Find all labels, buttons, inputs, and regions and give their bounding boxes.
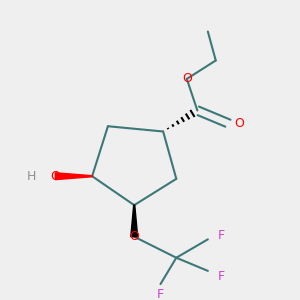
Text: F: F <box>157 288 164 300</box>
Text: O: O <box>50 170 60 183</box>
Text: F: F <box>218 270 225 283</box>
Text: H: H <box>27 170 36 183</box>
Text: F: F <box>218 229 225 242</box>
Text: O: O <box>182 72 192 86</box>
Polygon shape <box>55 173 92 180</box>
Polygon shape <box>131 205 138 237</box>
Text: O: O <box>235 117 244 130</box>
Text: O: O <box>129 230 139 243</box>
